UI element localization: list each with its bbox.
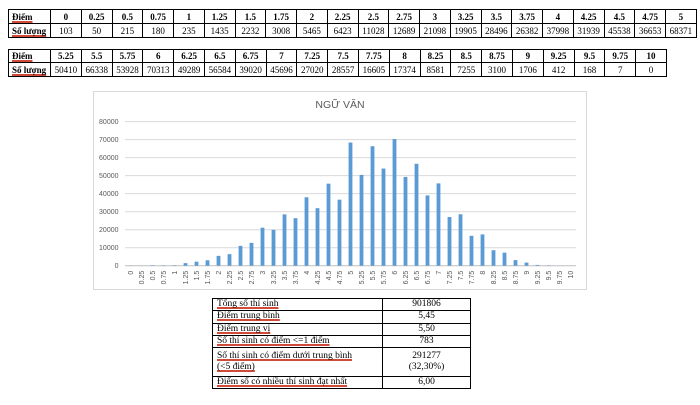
svg-text:3: 3	[260, 271, 267, 275]
svg-text:10: 10	[568, 271, 575, 279]
svg-text:40000: 40000	[99, 191, 119, 198]
svg-text:5.25: 5.25	[359, 271, 366, 285]
svg-text:5.75: 5.75	[381, 271, 388, 285]
svg-text:10000: 10000	[99, 245, 119, 252]
svg-text:9.25: 9.25	[535, 271, 542, 285]
svg-text:6.75: 6.75	[425, 271, 432, 285]
svg-text:2.5: 2.5	[238, 271, 245, 281]
svg-text:0.5: 0.5	[150, 271, 157, 281]
svg-text:50000: 50000	[99, 173, 119, 180]
svg-text:7: 7	[436, 271, 443, 275]
svg-text:5.5: 5.5	[370, 271, 377, 281]
svg-text:0.75: 0.75	[161, 271, 168, 285]
svg-text:8.75: 8.75	[513, 271, 520, 285]
svg-text:4.5: 4.5	[326, 271, 333, 281]
svg-text:2.75: 2.75	[249, 271, 256, 285]
svg-text:60000: 60000	[99, 155, 119, 162]
svg-text:70000: 70000	[99, 137, 119, 144]
svg-text:9: 9	[524, 271, 531, 275]
svg-text:6: 6	[392, 271, 399, 275]
svg-text:6.5: 6.5	[414, 271, 421, 281]
svg-text:8: 8	[480, 271, 487, 275]
svg-text:5: 5	[348, 271, 355, 275]
svg-text:4: 4	[304, 271, 311, 275]
svg-text:9.75: 9.75	[557, 271, 564, 285]
svg-text:6.25: 6.25	[403, 271, 410, 285]
svg-text:4.25: 4.25	[315, 271, 322, 285]
svg-text:30000: 30000	[99, 209, 119, 216]
svg-text:7.75: 7.75	[469, 271, 476, 285]
svg-text:2.25: 2.25	[227, 271, 234, 285]
svg-text:8.25: 8.25	[491, 271, 498, 285]
svg-text:3.5: 3.5	[282, 271, 289, 281]
svg-text:1.25: 1.25	[183, 271, 190, 285]
svg-text:7.25: 7.25	[447, 271, 454, 285]
svg-text:3.75: 3.75	[293, 271, 300, 285]
svg-text:0: 0	[115, 263, 119, 270]
svg-text:1.75: 1.75	[205, 271, 212, 285]
svg-text:9.5: 9.5	[546, 271, 553, 281]
svg-text:3.25: 3.25	[271, 271, 278, 285]
svg-text:4.75: 4.75	[337, 271, 344, 285]
svg-text:0: 0	[128, 271, 135, 275]
svg-text:8.5: 8.5	[502, 271, 509, 281]
svg-text:2: 2	[216, 271, 223, 275]
svg-text:80000: 80000	[99, 119, 119, 126]
svg-text:20000: 20000	[99, 227, 119, 234]
svg-text:1: 1	[172, 271, 179, 275]
svg-text:1.5: 1.5	[194, 271, 201, 281]
svg-text:0.25: 0.25	[139, 271, 146, 285]
svg-text:7.5: 7.5	[458, 271, 465, 281]
svg-text:NGỮ VĂN: NGỮ VĂN	[315, 98, 364, 111]
